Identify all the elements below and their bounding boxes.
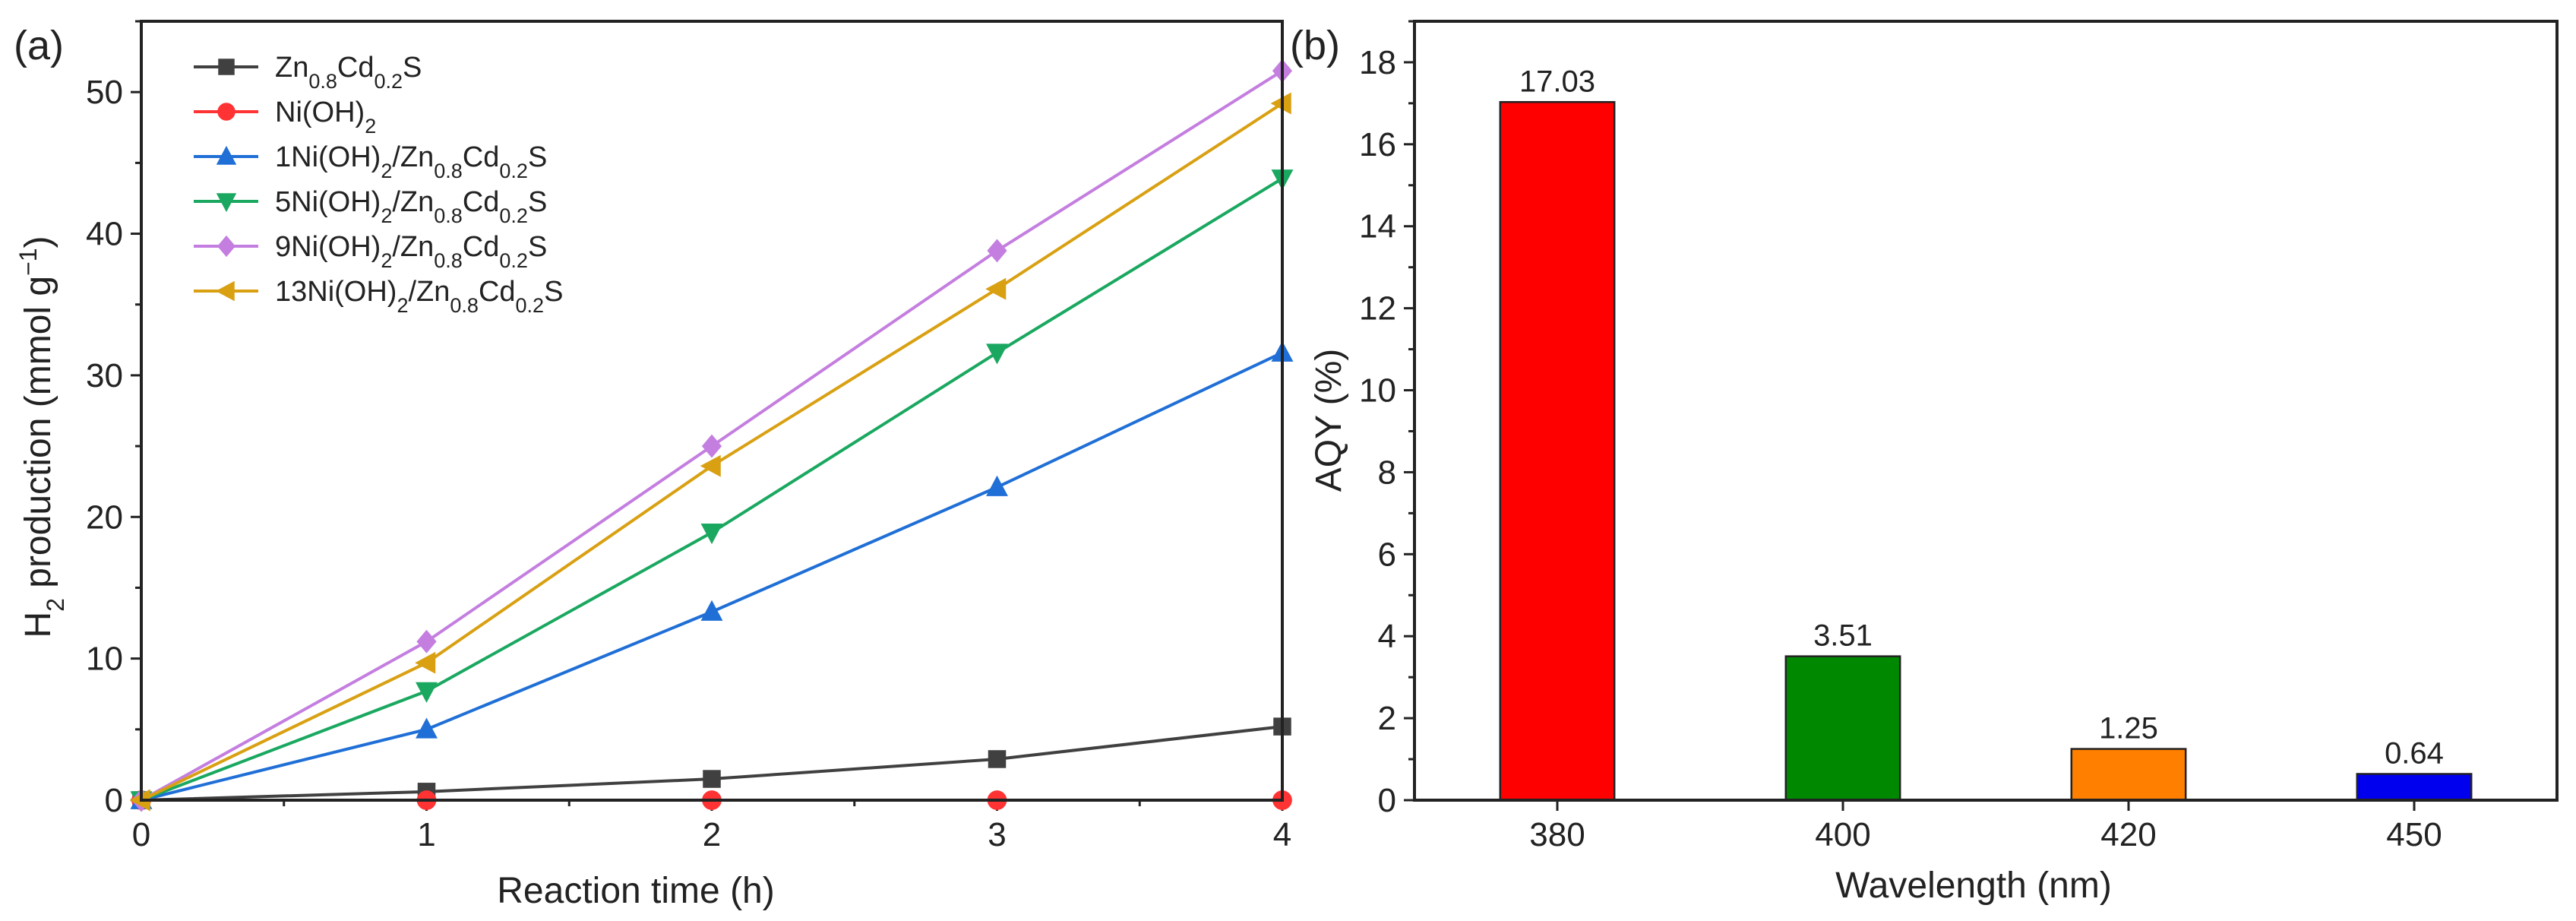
- data-point: [701, 434, 722, 458]
- data-point: [700, 454, 721, 477]
- y-tick-label: 20: [86, 498, 123, 536]
- panel-b-x-axis-label: Wavelength (nm): [1835, 866, 2112, 906]
- data-point: [985, 277, 1007, 300]
- legend-label: 1Ni(OH)2/Zn0.8Cd0.2S: [275, 141, 547, 182]
- panel-b-ticks: 0 2 4 6 8 10 12 14 16 18 380 400 420 450: [1359, 20, 2442, 853]
- panel-a-legend: Zn0.8Cd0.2SNi(OH)21Ni(OH)2/Zn0.8Cd0.2S5N…: [194, 52, 563, 317]
- y-tick-label: 6: [1378, 536, 1396, 573]
- x-tick-label: 420: [2100, 816, 2156, 853]
- y-tick-label: 18: [1359, 44, 1396, 81]
- legend-label: 5Ni(OH)2/Zn0.8Cd0.2S: [275, 186, 547, 227]
- y-tick-label: 30: [86, 357, 123, 394]
- panel-a-plot-frame: [140, 20, 1284, 802]
- y-tick-label: 0: [1378, 782, 1396, 819]
- data-point: [416, 682, 438, 703]
- panel-b-label: (b): [1290, 23, 1340, 68]
- data-point: [700, 524, 723, 545]
- y-tick-label: 50: [86, 74, 123, 111]
- y-tick-label: 12: [1359, 290, 1396, 328]
- data-point: [988, 750, 1007, 768]
- y-tick-label: 4: [1378, 618, 1396, 655]
- data-point: [416, 717, 438, 739]
- legend-item: Zn0.8Cd0.2S: [194, 52, 422, 93]
- x-tick-label: 0: [132, 816, 150, 853]
- panel-b-y-axis-label: AQY (%): [1309, 349, 1349, 492]
- legend-marker: [216, 193, 237, 213]
- legend-item: 1Ni(OH)2/Zn0.8Cd0.2S: [194, 141, 547, 182]
- legend-label: Ni(OH)2: [275, 97, 376, 138]
- panel-b-bar-chart: (b) AQY (%) Wavelength (nm) 0 2 4 6 8 10 12 14 1…: [1290, 20, 2559, 906]
- legend-marker: [217, 235, 235, 258]
- x-tick-label: 400: [1815, 816, 1870, 853]
- data-point: [416, 629, 437, 654]
- panel-b-plot-frame: [1413, 20, 2559, 802]
- panel-a-label: (a): [14, 23, 64, 68]
- legend-label: 13Ni(OH)2/Zn0.8Cd0.2S: [275, 276, 563, 317]
- x-tick-label: 2: [703, 816, 721, 853]
- legend-marker: [215, 280, 235, 302]
- y-tick-label: 0: [105, 782, 123, 819]
- legend-item: 9Ni(OH)2/Zn0.8Cd0.2S: [194, 231, 547, 272]
- series-group: [130, 340, 1294, 809]
- x-tick-label: 4: [1273, 816, 1291, 853]
- series-group: [129, 92, 1291, 812]
- x-tick-label: 380: [1529, 816, 1585, 853]
- legend-item: Ni(OH)2: [194, 97, 376, 138]
- legend-marker: [216, 145, 237, 165]
- legend-marker: [218, 59, 235, 75]
- y-tick-label: 10: [1359, 372, 1396, 410]
- panel-a-y-axis-label: H2 production (mmol g−1): [14, 236, 69, 638]
- y-tick-label: 8: [1378, 454, 1396, 491]
- x-tick-label: 450: [2386, 816, 2442, 853]
- bar-value-label: 17.03: [1519, 65, 1595, 98]
- bar: [1499, 101, 1616, 802]
- x-tick-label: 3: [988, 816, 1006, 853]
- bar-value-label: 0.64: [2385, 736, 2444, 770]
- data-point: [703, 770, 721, 788]
- series-line: [141, 351, 1283, 802]
- legend-item: 5Ni(OH)2/Zn0.8Cd0.2S: [194, 186, 547, 227]
- series-group: [130, 169, 1294, 812]
- data-point: [700, 600, 723, 621]
- y-tick-label: 16: [1359, 126, 1396, 163]
- panel-b-bars: 17.03 3.51 1.25 0.64: [1499, 65, 2473, 802]
- data-point: [415, 651, 436, 674]
- bar-value-label: 1.25: [2099, 712, 2158, 745]
- legend-label: 9Ni(OH)2/Zn0.8Cd0.2S: [275, 231, 547, 272]
- bar: [2356, 773, 2473, 802]
- x-tick-label: 1: [417, 816, 435, 853]
- panel-a-x-axis-label: Reaction time (h): [497, 871, 774, 911]
- y-tick-label: 40: [86, 216, 123, 253]
- data-point: [986, 475, 1008, 496]
- legend-label: Zn0.8Cd0.2S: [275, 52, 422, 93]
- legend-marker: [217, 103, 235, 121]
- y-tick-label: 14: [1359, 208, 1396, 245]
- y-tick-label: 10: [86, 641, 123, 678]
- series-line: [141, 177, 1284, 802]
- data-point: [987, 239, 1007, 263]
- y-tick-label: 2: [1378, 700, 1396, 737]
- bar-value-label: 3.51: [1813, 619, 1873, 653]
- data-point: [986, 343, 1008, 365]
- bar: [1784, 655, 1901, 802]
- legend-item: 13Ni(OH)2/Zn0.8Cd0.2S: [194, 276, 563, 317]
- panel-a-line-chart: (a) H2 production (mmol g−1) Reaction ti…: [14, 20, 1294, 911]
- bar: [2070, 748, 2187, 802]
- series-line: [141, 725, 1283, 802]
